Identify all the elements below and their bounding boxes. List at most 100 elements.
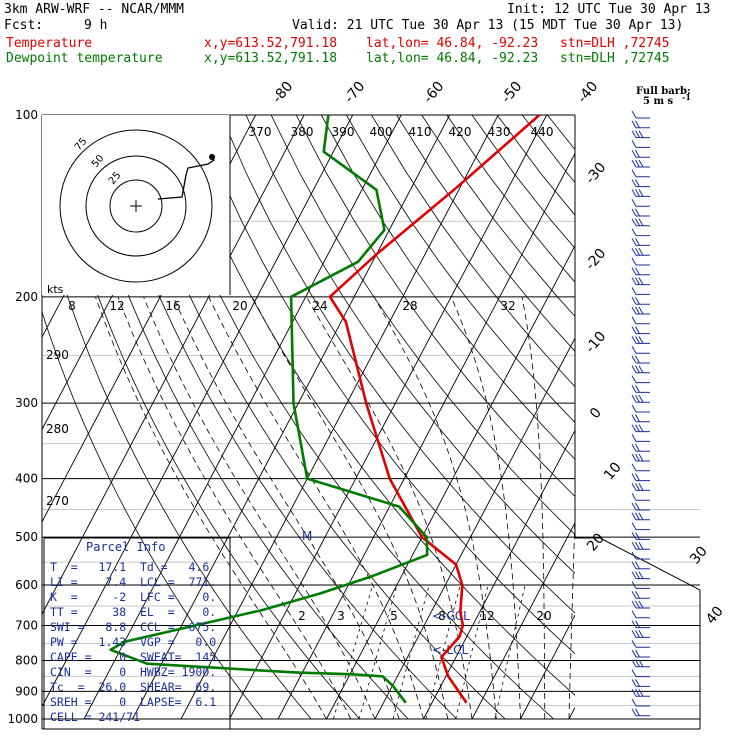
wind-barb: [631, 698, 650, 707]
wind-barb: [631, 404, 650, 413]
hodograph-speed-12: 12: [109, 299, 124, 313]
wind-barb: [631, 679, 650, 687]
parcel-line-11: CELL = 241/71: [50, 710, 141, 724]
isotherm--50: [132, 115, 451, 720]
wind-barb: [631, 198, 650, 207]
theta-e-label-440: 440: [531, 125, 554, 139]
wind-barb: [631, 189, 650, 197]
hodograph-speed-28: 28: [402, 299, 417, 313]
wind-barb: [631, 532, 650, 540]
wind-barb: [631, 551, 650, 560]
wind-barb: [631, 326, 650, 335]
isotherm-label--40: -40: [574, 79, 601, 107]
hodograph-end-marker: [209, 154, 215, 160]
pressure-label-800: 800: [15, 653, 38, 667]
dry-adiabat-340: [220, 115, 575, 614]
wind-barb: [631, 110, 650, 119]
isotherm-label-40: 40: [703, 603, 727, 627]
parcel-line-1: T = 17.1 Td = 4.6: [50, 560, 210, 574]
mixing-ratio-label-12: 12: [479, 609, 494, 623]
sounding-traces: [109, 114, 541, 704]
hodograph-trace: [157, 153, 215, 200]
dry-adiabat-260: [42, 209, 312, 720]
wind-barb: [631, 247, 650, 256]
wind-barb: [631, 473, 650, 482]
hodograph-speed-32: 32: [500, 299, 515, 313]
theta-e-label-430: 430: [488, 125, 511, 139]
forecast-label: Fcst:: [4, 18, 44, 33]
wind-barb: [631, 130, 650, 139]
mixing-ratio-label-3: 3: [337, 609, 345, 623]
pressure-label-500: 500: [15, 530, 38, 544]
temperature-station: stn=DLH ,72745: [560, 36, 670, 51]
isotherm--20: [277, 152, 575, 720]
isotherm-0: [374, 337, 575, 720]
forecast-hour: 9 h: [84, 18, 108, 33]
isotherm-label--10: -10: [582, 329, 609, 357]
isotherm-label--60: -60: [420, 79, 447, 107]
dry-adiabat-360: [270, 115, 575, 536]
wind-barb: [631, 336, 650, 344]
annotation-m: M: [302, 529, 312, 543]
wind-barb: [631, 277, 650, 286]
wind-barb: [631, 512, 650, 521]
lower-right-border: [575, 537, 701, 729]
wind-barb: [631, 708, 650, 717]
wind-barb: [631, 169, 650, 178]
mixing-ratio-5: [392, 584, 430, 720]
parcel-info-panel: Parcel Info T = 17.1 Td = 4.6 LI = 7.4 L…: [44, 538, 230, 728]
wind-barb: [631, 228, 650, 237]
theta-label-280: 280: [46, 422, 69, 436]
wind-barb: [631, 218, 650, 227]
wind-barb: [631, 561, 650, 570]
moist-adiabat-grid: [95, 296, 575, 720]
dry-adiabat-460: [521, 115, 575, 183]
dewpoint-trace: [109, 114, 429, 704]
parcel-line-3: K = -2 LFC = 0.: [50, 590, 217, 604]
temperature-trace: [328, 114, 541, 704]
dry-adiabat-290: [95, 115, 457, 720]
barb-legend-title: Full barb:: [636, 86, 691, 97]
dewpoint-legend: Dewpoint temperature: [6, 51, 163, 66]
pressure-label-600: 600: [15, 578, 38, 592]
header: 3km ARW-WRF -- NCAR/MMM Init: 12 UTC Tue…: [0, 0, 740, 70]
moist-adiabat-0: [143, 296, 376, 720]
isotherm-20: [471, 521, 575, 720]
moist-adiabat-5: [172, 296, 400, 720]
moist-adiabat-20: [306, 296, 473, 720]
dry-adiabat-370: [295, 115, 575, 498]
parcel-line-8: CIN = 0 HWBZ= 1900.: [50, 665, 217, 679]
dry-adiabat-470: [546, 115, 575, 151]
isotherm-30: [520, 614, 575, 720]
pressure-label-900: 900: [15, 684, 38, 698]
dry-adiabat-400: [371, 115, 575, 388]
model-title: 3km ARW-WRF -- NCAR/MMM: [4, 2, 185, 17]
wind-barb: [631, 385, 650, 393]
parcel-line-9: Tc = 26.0 SHEAR= 69.: [50, 680, 217, 694]
wind-barb: [631, 492, 650, 501]
parcel-line-4: TT = 38 EL = 0.: [50, 605, 217, 619]
wind-barb: [631, 581, 650, 589]
moist-adiabat--5: [117, 296, 352, 720]
theta-e-label-370: 370: [249, 125, 272, 139]
dry-adiabat-420: [421, 115, 575, 317]
pressure-label-700: 700: [15, 618, 38, 632]
pressure-label-200: 200: [15, 290, 38, 304]
parcel-line-6: PW = 1.43 VGP = 0.0: [50, 635, 217, 649]
wind-barb: [631, 316, 650, 325]
temperature-xy: x,y=613.52,791.18: [204, 36, 338, 51]
wind-barb: [631, 414, 650, 423]
wind-barb: [631, 669, 650, 678]
annotation-ccl: <-CCL: [432, 609, 470, 623]
theta-e-label-390: 390: [332, 125, 355, 139]
moist-adiabat-15: [251, 296, 449, 720]
hodograph-ring-3: [59, 129, 213, 283]
wind-barb: [631, 306, 650, 315]
wind-barb: [631, 179, 650, 188]
moist-adiabat-25: [373, 296, 497, 720]
wind-barb: [631, 120, 650, 129]
theta-e-label-380: 380: [291, 125, 314, 139]
mixing-ratio-label-8: 8: [438, 609, 446, 623]
parcel-panel-frame: [43, 537, 231, 730]
wind-barb: [631, 571, 650, 580]
